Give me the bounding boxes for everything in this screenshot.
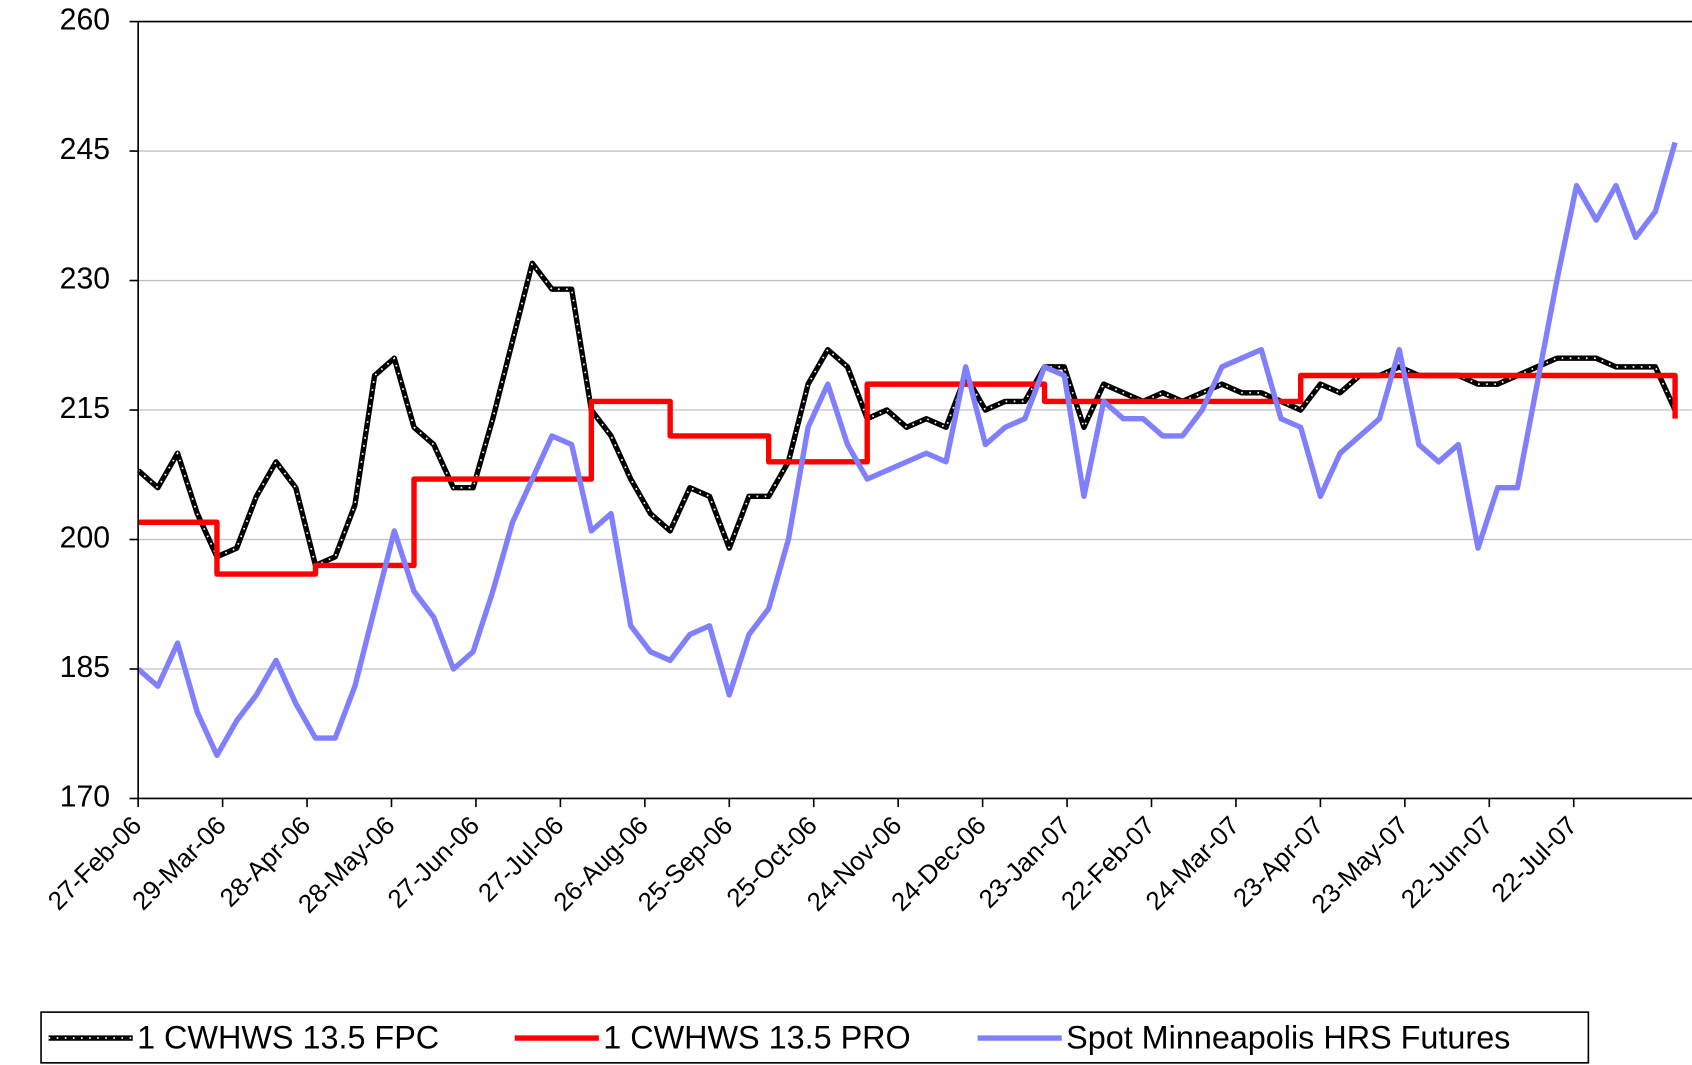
- y-tick-label: 245: [60, 133, 110, 166]
- x-tick-label: 22-Jul-07: [1487, 812, 1583, 908]
- y-tick-label: 230: [60, 263, 110, 296]
- legend-label: 1 CWHWS 13.5 FPC: [137, 1020, 439, 1056]
- legend-label: 1 CWHWS 13.5 PRO: [603, 1020, 910, 1056]
- legend: 1 CWHWS 13.5 FPC 1 CWHWS 13.5 PRO Spot Min…: [40, 1011, 1590, 1064]
- plot: [138, 141, 1678, 759]
- x-tick-label: 22-Jun-07: [1396, 812, 1498, 914]
- x-tick-label: 24-Mar-07: [1141, 812, 1245, 916]
- x-tick-label: 27-Jun-06: [383, 812, 485, 914]
- y-tick-label: 200: [60, 521, 110, 554]
- legend-label: Spot Minneapolis HRS Futures: [1066, 1020, 1510, 1056]
- y-tick-label: 170: [60, 780, 110, 813]
- x-tick-label: 29-Mar-06: [127, 812, 231, 916]
- series-line: [138, 141, 1678, 759]
- y-tick-label: 260: [60, 4, 110, 37]
- y-tick-label: 215: [60, 392, 110, 425]
- y-tick-label: 185: [60, 651, 110, 684]
- legend-box: [40, 1011, 1590, 1064]
- series-markers: [138, 261, 1676, 567]
